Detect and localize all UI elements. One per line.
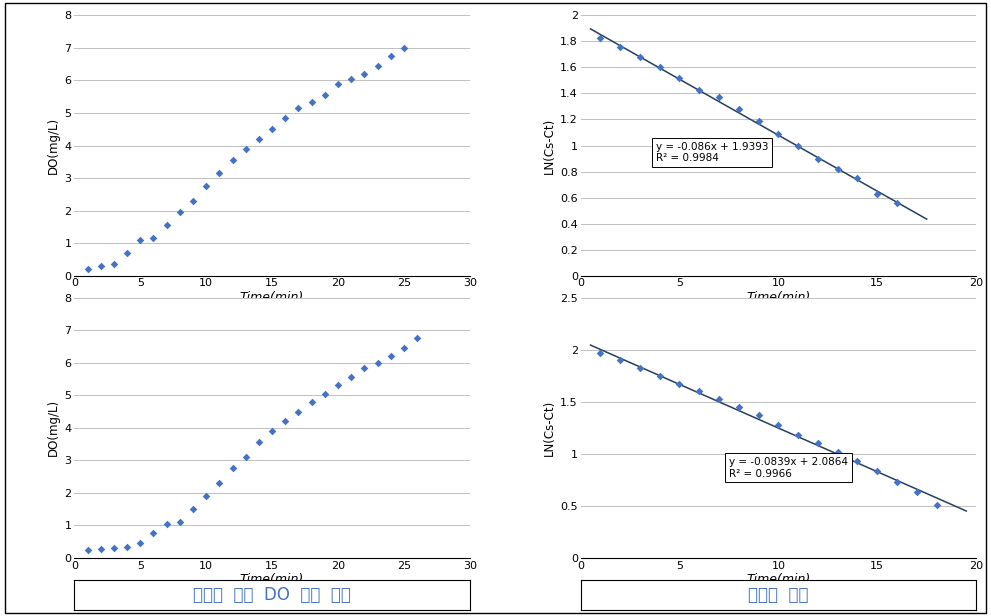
Point [211, 478, 227, 488]
Point [770, 129, 786, 139]
Y-axis label: DO(mg/L): DO(mg/L) [48, 117, 60, 174]
Point [330, 79, 346, 89]
Point [290, 103, 306, 113]
Point [869, 466, 885, 476]
Point [303, 97, 319, 107]
Point [79, 545, 95, 554]
Point [750, 116, 766, 126]
Point [225, 463, 241, 473]
Point [277, 416, 293, 426]
X-axis label: Time(min): Time(min) [240, 291, 304, 304]
Point [810, 153, 826, 163]
Point [593, 348, 608, 358]
Point [849, 456, 865, 466]
Point [357, 363, 373, 373]
Point [712, 92, 727, 102]
Point [672, 73, 688, 83]
Point [593, 33, 608, 43]
Point [632, 363, 648, 373]
Point [370, 61, 385, 71]
Point [632, 52, 648, 62]
Point [396, 43, 412, 53]
Point [133, 235, 149, 245]
Point [106, 543, 122, 553]
Point [849, 173, 865, 183]
Point [692, 84, 708, 94]
X-axis label: Time(min): Time(min) [746, 291, 811, 304]
Point [93, 261, 109, 271]
Point [146, 233, 162, 243]
Point [652, 371, 668, 381]
Point [251, 134, 267, 144]
Text: 유효값  산정: 유효값 산정 [748, 586, 809, 604]
Point [790, 430, 806, 440]
Point [119, 541, 135, 551]
Point [251, 437, 267, 447]
Point [889, 198, 905, 208]
Point [612, 355, 628, 365]
Point [93, 544, 109, 554]
Point [185, 196, 201, 206]
Point [265, 124, 280, 134]
Point [146, 529, 162, 538]
Point [198, 491, 214, 501]
X-axis label: Time(min): Time(min) [746, 573, 811, 586]
Point [929, 500, 944, 509]
Point [238, 452, 254, 462]
Point [731, 402, 747, 412]
Y-axis label: DO(mg/L): DO(mg/L) [48, 399, 60, 456]
Point [185, 504, 201, 514]
Point [119, 248, 135, 258]
Point [750, 410, 766, 420]
Point [909, 487, 925, 497]
Point [106, 259, 122, 269]
Point [198, 181, 214, 191]
Point [159, 221, 174, 230]
Point [277, 113, 293, 123]
Point [79, 264, 95, 274]
Point [370, 358, 385, 368]
Point [712, 394, 727, 403]
Text: y = -0.0839x + 2.0864
R² = 0.9966: y = -0.0839x + 2.0864 R² = 0.9966 [729, 457, 848, 479]
Point [159, 519, 174, 529]
Point [225, 155, 241, 165]
Point [265, 426, 280, 436]
Point [133, 538, 149, 548]
Point [829, 164, 845, 174]
Point [692, 386, 708, 396]
Point [383, 51, 398, 61]
Point [829, 447, 845, 456]
Text: 산기에  따른  DO  농도  변화: 산기에 따른 DO 농도 변화 [193, 586, 351, 604]
X-axis label: Time(min): Time(min) [240, 573, 304, 586]
Point [612, 42, 628, 52]
Point [672, 379, 688, 389]
Point [171, 517, 187, 527]
Point [869, 188, 885, 198]
Point [383, 351, 398, 361]
Point [343, 373, 359, 383]
Point [317, 90, 333, 100]
Point [810, 439, 826, 448]
Point [409, 333, 425, 343]
Point [889, 477, 905, 487]
Point [290, 407, 306, 416]
Point [770, 419, 786, 429]
Point [330, 381, 346, 391]
Y-axis label: LN(Cs-Ct): LN(Cs-Ct) [543, 118, 556, 174]
Point [238, 144, 254, 154]
Point [303, 397, 319, 407]
Point [731, 104, 747, 114]
Text: y = -0.086x + 1.9393
R² = 0.9984: y = -0.086x + 1.9393 R² = 0.9984 [656, 142, 768, 163]
Point [652, 62, 668, 72]
Point [396, 343, 412, 353]
Point [357, 69, 373, 79]
Y-axis label: LN(Cs-Ct): LN(Cs-Ct) [543, 400, 556, 456]
Point [343, 74, 359, 84]
Point [171, 207, 187, 217]
Point [317, 389, 333, 399]
Point [790, 140, 806, 150]
Point [211, 168, 227, 178]
